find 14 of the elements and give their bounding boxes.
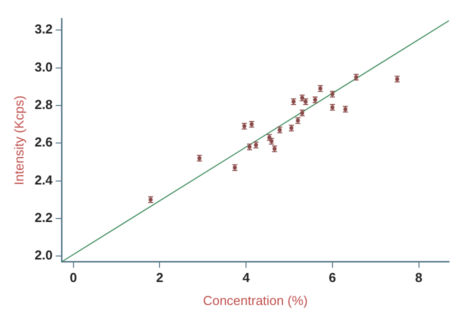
x-tick-label: 2: [156, 270, 164, 286]
y-tick-label: 3.2: [34, 22, 53, 37]
y-tick-label: 2.8: [34, 97, 53, 112]
y-tick-label: 2.6: [34, 134, 53, 150]
y-tick-label: 2.2: [34, 210, 53, 226]
y-axis-title: Intensity (Kcps): [11, 96, 26, 186]
x-tick-label: 0: [70, 270, 77, 286]
y-tick-label: 2.4: [34, 172, 54, 188]
x-tick-label: 8: [415, 270, 422, 286]
x-tick-label: 4: [242, 270, 250, 286]
x-tick-label: 6: [328, 270, 336, 286]
y-tick-label: 3.0: [34, 59, 53, 74]
y-tick-label: 2.0: [34, 248, 53, 263]
x-axis-title: Concentration (%): [202, 292, 308, 308]
